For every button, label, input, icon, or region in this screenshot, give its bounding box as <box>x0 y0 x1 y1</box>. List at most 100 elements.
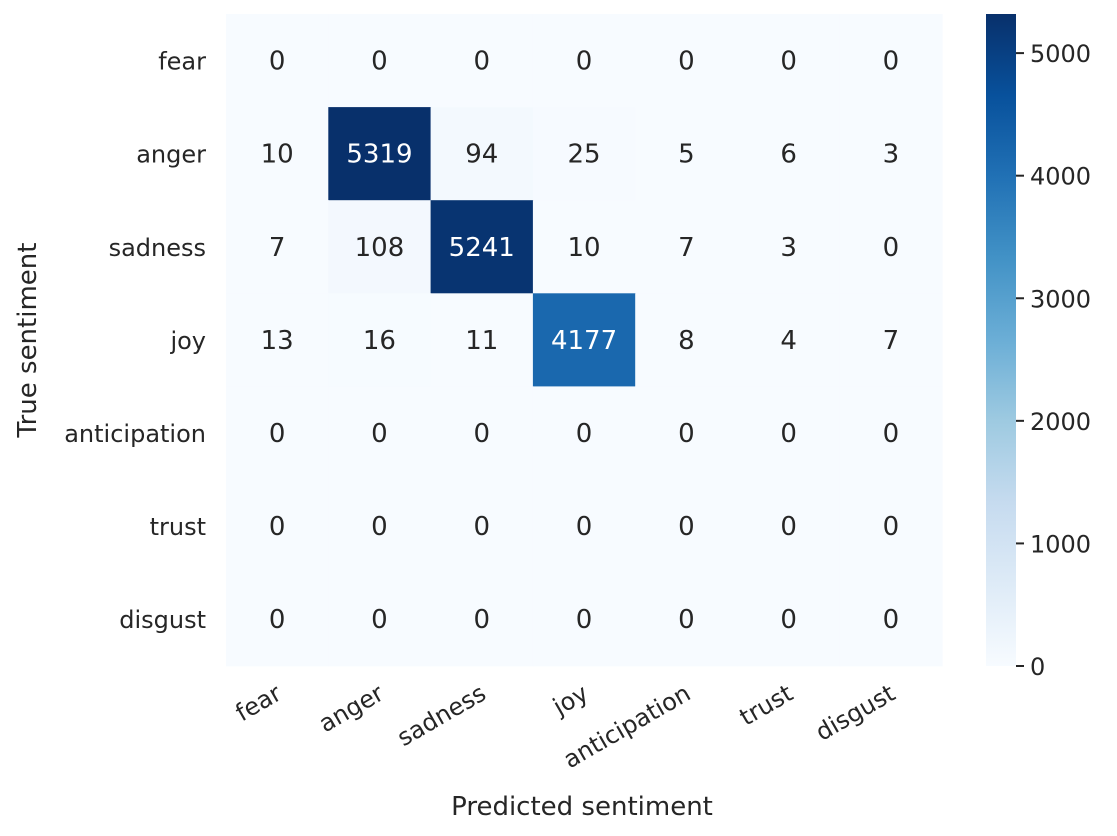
colorbar-gradient <box>986 14 1016 666</box>
heatmap-cell <box>839 386 943 481</box>
y-tick-label: disgust <box>119 606 206 634</box>
cell-value-label: 0 <box>780 47 797 77</box>
y-tick-label: trust <box>150 513 206 541</box>
cell-value-label: 0 <box>678 47 695 77</box>
cell-value-label: 0 <box>473 512 490 542</box>
heatmap-cell <box>737 14 841 108</box>
heatmap-cell <box>328 293 432 387</box>
heatmap-cell <box>328 479 432 574</box>
heatmap-cell <box>737 200 841 294</box>
heatmap-cell <box>839 479 943 574</box>
colorbar-tick-label: 3000 <box>1030 285 1091 313</box>
heatmap-cell <box>635 14 739 108</box>
heatmap-cell <box>430 14 534 108</box>
x-tick-label: joy <box>547 679 593 722</box>
heatmap-cell <box>737 107 841 201</box>
heatmap-cell <box>532 200 636 294</box>
x-tick-label: fear <box>231 679 287 727</box>
heatmap-cell <box>226 479 329 574</box>
cell-value-label: 0 <box>780 512 797 542</box>
x-tick-label: trust <box>735 679 798 731</box>
heatmap-cell <box>635 200 739 294</box>
heatmap-cell <box>328 14 432 108</box>
cell-value-label: 94 <box>465 140 498 170</box>
cell-value-label: 5319 <box>346 140 412 170</box>
heatmap-cell <box>226 572 329 667</box>
heatmap-cell <box>430 200 534 294</box>
colorbar-tick-label: 0 <box>1030 653 1045 681</box>
heatmap-cell <box>328 200 432 294</box>
heatmap-cell <box>430 479 534 574</box>
cell-value-label: 7 <box>883 326 900 356</box>
colorbar: 0 1000 2000 3000 4000 5000 <box>986 14 1091 681</box>
heatmap-cell <box>226 293 329 387</box>
x-tick-label: anger <box>314 679 389 738</box>
cell-value-label: 0 <box>576 47 593 77</box>
cell-value-label: 0 <box>780 605 797 635</box>
cell-value-label: 0 <box>371 419 388 449</box>
cell-value-label: 0 <box>780 419 797 449</box>
cell-value-label: 5 <box>678 140 695 170</box>
cell-value-label: 0 <box>269 512 286 542</box>
heatmap-cell <box>532 479 636 574</box>
cell-value-label: 0 <box>678 605 695 635</box>
heatmap-cell <box>839 200 943 294</box>
heatmap-cell <box>328 107 432 201</box>
cell-value-label: 4 <box>780 326 797 356</box>
cell-value-label: 3 <box>780 233 797 263</box>
heatmap-cell <box>226 107 329 201</box>
heatmap-cell <box>839 293 943 387</box>
cell-value-label: 0 <box>371 47 388 77</box>
cell-value-label: 5241 <box>449 233 515 263</box>
cell-value-label: 7 <box>269 233 286 263</box>
cell-value-label: 0 <box>678 419 695 449</box>
heatmap-cell <box>226 200 329 294</box>
cell-value-label: 3 <box>883 140 900 170</box>
heatmap-cell <box>532 14 636 108</box>
cell-value-label: 0 <box>576 512 593 542</box>
cell-value-label: 0 <box>473 605 490 635</box>
heatmap-cell <box>532 386 636 481</box>
cell-value-label: 0 <box>576 605 593 635</box>
cell-value-label: 0 <box>269 605 286 635</box>
cell-value-label: 108 <box>355 233 405 263</box>
x-axis-title: Predicted sentiment <box>451 792 713 822</box>
cell-value-label: 7 <box>678 233 695 263</box>
heatmap-cell <box>635 386 739 481</box>
cell-value-label: 0 <box>269 419 286 449</box>
heatmap-cell <box>737 293 841 387</box>
y-tick-label: fear <box>158 48 206 76</box>
cell-value-label: 10 <box>568 233 601 263</box>
cell-value-label: 8 <box>678 326 695 356</box>
cell-value-label: 0 <box>576 419 593 449</box>
heatmap-cell <box>635 293 739 387</box>
y-tick-label: anticipation <box>64 420 206 448</box>
heatmap-cell <box>430 572 534 667</box>
heatmap-cell <box>328 386 432 481</box>
heatmap-cell <box>635 107 739 201</box>
cell-value-label: 0 <box>371 512 388 542</box>
colorbar-ticks: 0 1000 2000 3000 4000 5000 <box>1016 40 1091 681</box>
colorbar-tick-label: 4000 <box>1030 163 1091 191</box>
cell-value-label: 0 <box>371 605 388 635</box>
cell-value-label: 0 <box>269 47 286 77</box>
y-tick-label: joy <box>169 327 206 355</box>
heatmap-cell <box>737 572 841 667</box>
cell-value-label: 0 <box>883 512 900 542</box>
x-tick-label: sadness <box>392 679 490 752</box>
cell-value-label: 13 <box>261 326 294 356</box>
heatmap-cell <box>737 386 841 481</box>
cell-value-label: 0 <box>883 47 900 77</box>
y-tick-label: sadness <box>109 234 206 262</box>
cell-value-label: 25 <box>568 140 601 170</box>
heatmap-cell <box>226 14 329 108</box>
colorbar-tick-label: 1000 <box>1030 530 1091 558</box>
cell-value-label: 0 <box>473 47 490 77</box>
cell-value-label: 16 <box>363 326 396 356</box>
heatmap-cells: 0 0 0 0 0 0 0 10 5319 94 25 5 6 3 7 108 5241 10 7 3 0 13 16 11 4… <box>226 14 943 667</box>
y-tick-labels: fear anger sadness joy anticipation trust disg… <box>64 48 206 635</box>
heatmap-cell <box>328 572 432 667</box>
cell-value-label: 11 <box>465 326 498 356</box>
heatmap-cell <box>839 14 943 108</box>
